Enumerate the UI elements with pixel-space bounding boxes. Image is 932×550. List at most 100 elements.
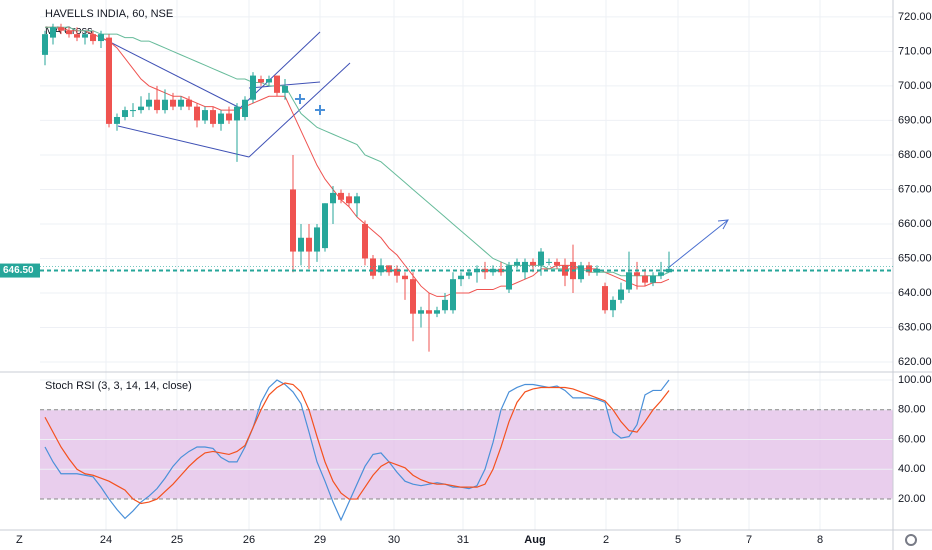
candle-body: [370, 258, 376, 276]
toolbar-button[interactable]: Z: [16, 534, 23, 546]
candle-body: [538, 251, 544, 266]
candle-body: [58, 27, 64, 31]
candle-body: [490, 268, 496, 273]
x-tick-label: 30: [388, 534, 400, 546]
candle-body: [98, 34, 104, 42]
candle-body: [162, 99, 168, 111]
candle-body: [170, 99, 176, 107]
y-tick-label: 690.00: [898, 114, 932, 126]
candle-body: [90, 34, 96, 42]
arrow-head: [717, 219, 729, 230]
candle-body: [330, 192, 336, 204]
candle-body: [466, 272, 472, 276]
stoch-line: [44, 382, 670, 505]
x-tick-label: 2: [603, 534, 609, 546]
candle-body: [138, 106, 144, 111]
candle-body: [346, 196, 352, 204]
trend-line: [117, 125, 250, 158]
candle-body: [290, 189, 296, 252]
candle-body: [266, 79, 272, 83]
candle-body: [282, 85, 288, 93]
candle-body: [514, 261, 520, 266]
candle-body: [506, 265, 512, 290]
y-tick-label: 710.00: [898, 45, 932, 57]
x-tick-label: 7: [746, 534, 752, 546]
candle-body: [314, 227, 320, 252]
stoch-line: [44, 379, 670, 522]
candle-body: [226, 113, 232, 121]
candle-body: [658, 272, 664, 276]
candle-body: [242, 99, 248, 117]
candle-body: [546, 261, 552, 263]
candle-body: [186, 99, 192, 107]
candle-body: [634, 272, 640, 276]
price-label: 646.50: [3, 265, 34, 276]
candle-body: [130, 110, 136, 112]
candle-body: [122, 110, 128, 117]
y-tick-label: 630.00: [898, 321, 932, 333]
candle-body: [578, 265, 584, 280]
candle-body: [42, 34, 48, 55]
candle-body: [298, 237, 304, 252]
candle-body: [434, 310, 440, 314]
y-tick-label: 40.00: [898, 463, 926, 475]
candle-body: [274, 75, 280, 93]
candle-body: [610, 299, 616, 311]
x-tick-label: 8: [817, 534, 823, 546]
candle-body: [194, 106, 200, 121]
candle-body: [106, 37, 112, 124]
candle-body: [202, 110, 208, 121]
candle-body: [450, 279, 456, 311]
candle-body: [394, 268, 400, 276]
chart-title: HAVELLS INDIA, 60, NSE: [45, 8, 173, 20]
y-tick-label: 670.00: [898, 183, 932, 195]
candle-body: [218, 113, 224, 124]
candle-body: [602, 286, 608, 311]
candle-body: [650, 275, 656, 283]
candle-body: [146, 99, 152, 107]
price-label-box: [0, 263, 40, 278]
y-tick-label: 100.00: [898, 374, 932, 386]
candle-body: [338, 192, 344, 200]
trend-line: [99, 36, 241, 109]
candle-body: [250, 75, 256, 100]
indicator-title: Stoch RSI (3, 3, 14, 14, close): [45, 380, 192, 392]
y-tick-label: 620.00: [898, 356, 932, 368]
candle-body: [618, 289, 624, 300]
y-tick-label: 660.00: [898, 218, 932, 230]
candle-body: [410, 279, 416, 314]
x-tick-label: 24: [100, 534, 112, 546]
candle-body: [626, 272, 632, 290]
candle-body: [114, 116, 120, 124]
candle-body: [442, 299, 448, 311]
candle-body: [666, 268, 672, 273]
x-tick-label: 29: [314, 534, 326, 546]
candle-body: [642, 275, 648, 283]
y-tick-label: 80.00: [898, 404, 926, 416]
candle-body: [234, 106, 240, 121]
candle-body: [354, 196, 360, 204]
settings-icon[interactable]: [905, 534, 917, 546]
candle-body: [210, 110, 216, 124]
candle-body: [530, 261, 536, 266]
y-tick-label: 700.00: [898, 80, 932, 92]
y-tick-label: 60.00: [898, 433, 926, 445]
candle-body: [82, 34, 88, 38]
candle-body: [258, 79, 264, 83]
candle-body: [322, 203, 328, 249]
candle-body: [586, 265, 592, 273]
candle-body: [498, 268, 504, 273]
candle-body: [178, 99, 184, 107]
y-tick-label: 20.00: [898, 493, 926, 505]
cross-markers: [295, 94, 325, 115]
candle-body: [378, 265, 384, 273]
candle-body: [458, 275, 464, 280]
y-tick-label: 720.00: [898, 11, 932, 23]
candle-body: [386, 265, 392, 273]
candle-body: [154, 99, 160, 111]
candle-body: [402, 275, 408, 280]
y-tick-label: 650.00: [898, 252, 932, 264]
x-tick-label: Aug: [524, 534, 545, 546]
candle-body: [66, 30, 72, 35]
